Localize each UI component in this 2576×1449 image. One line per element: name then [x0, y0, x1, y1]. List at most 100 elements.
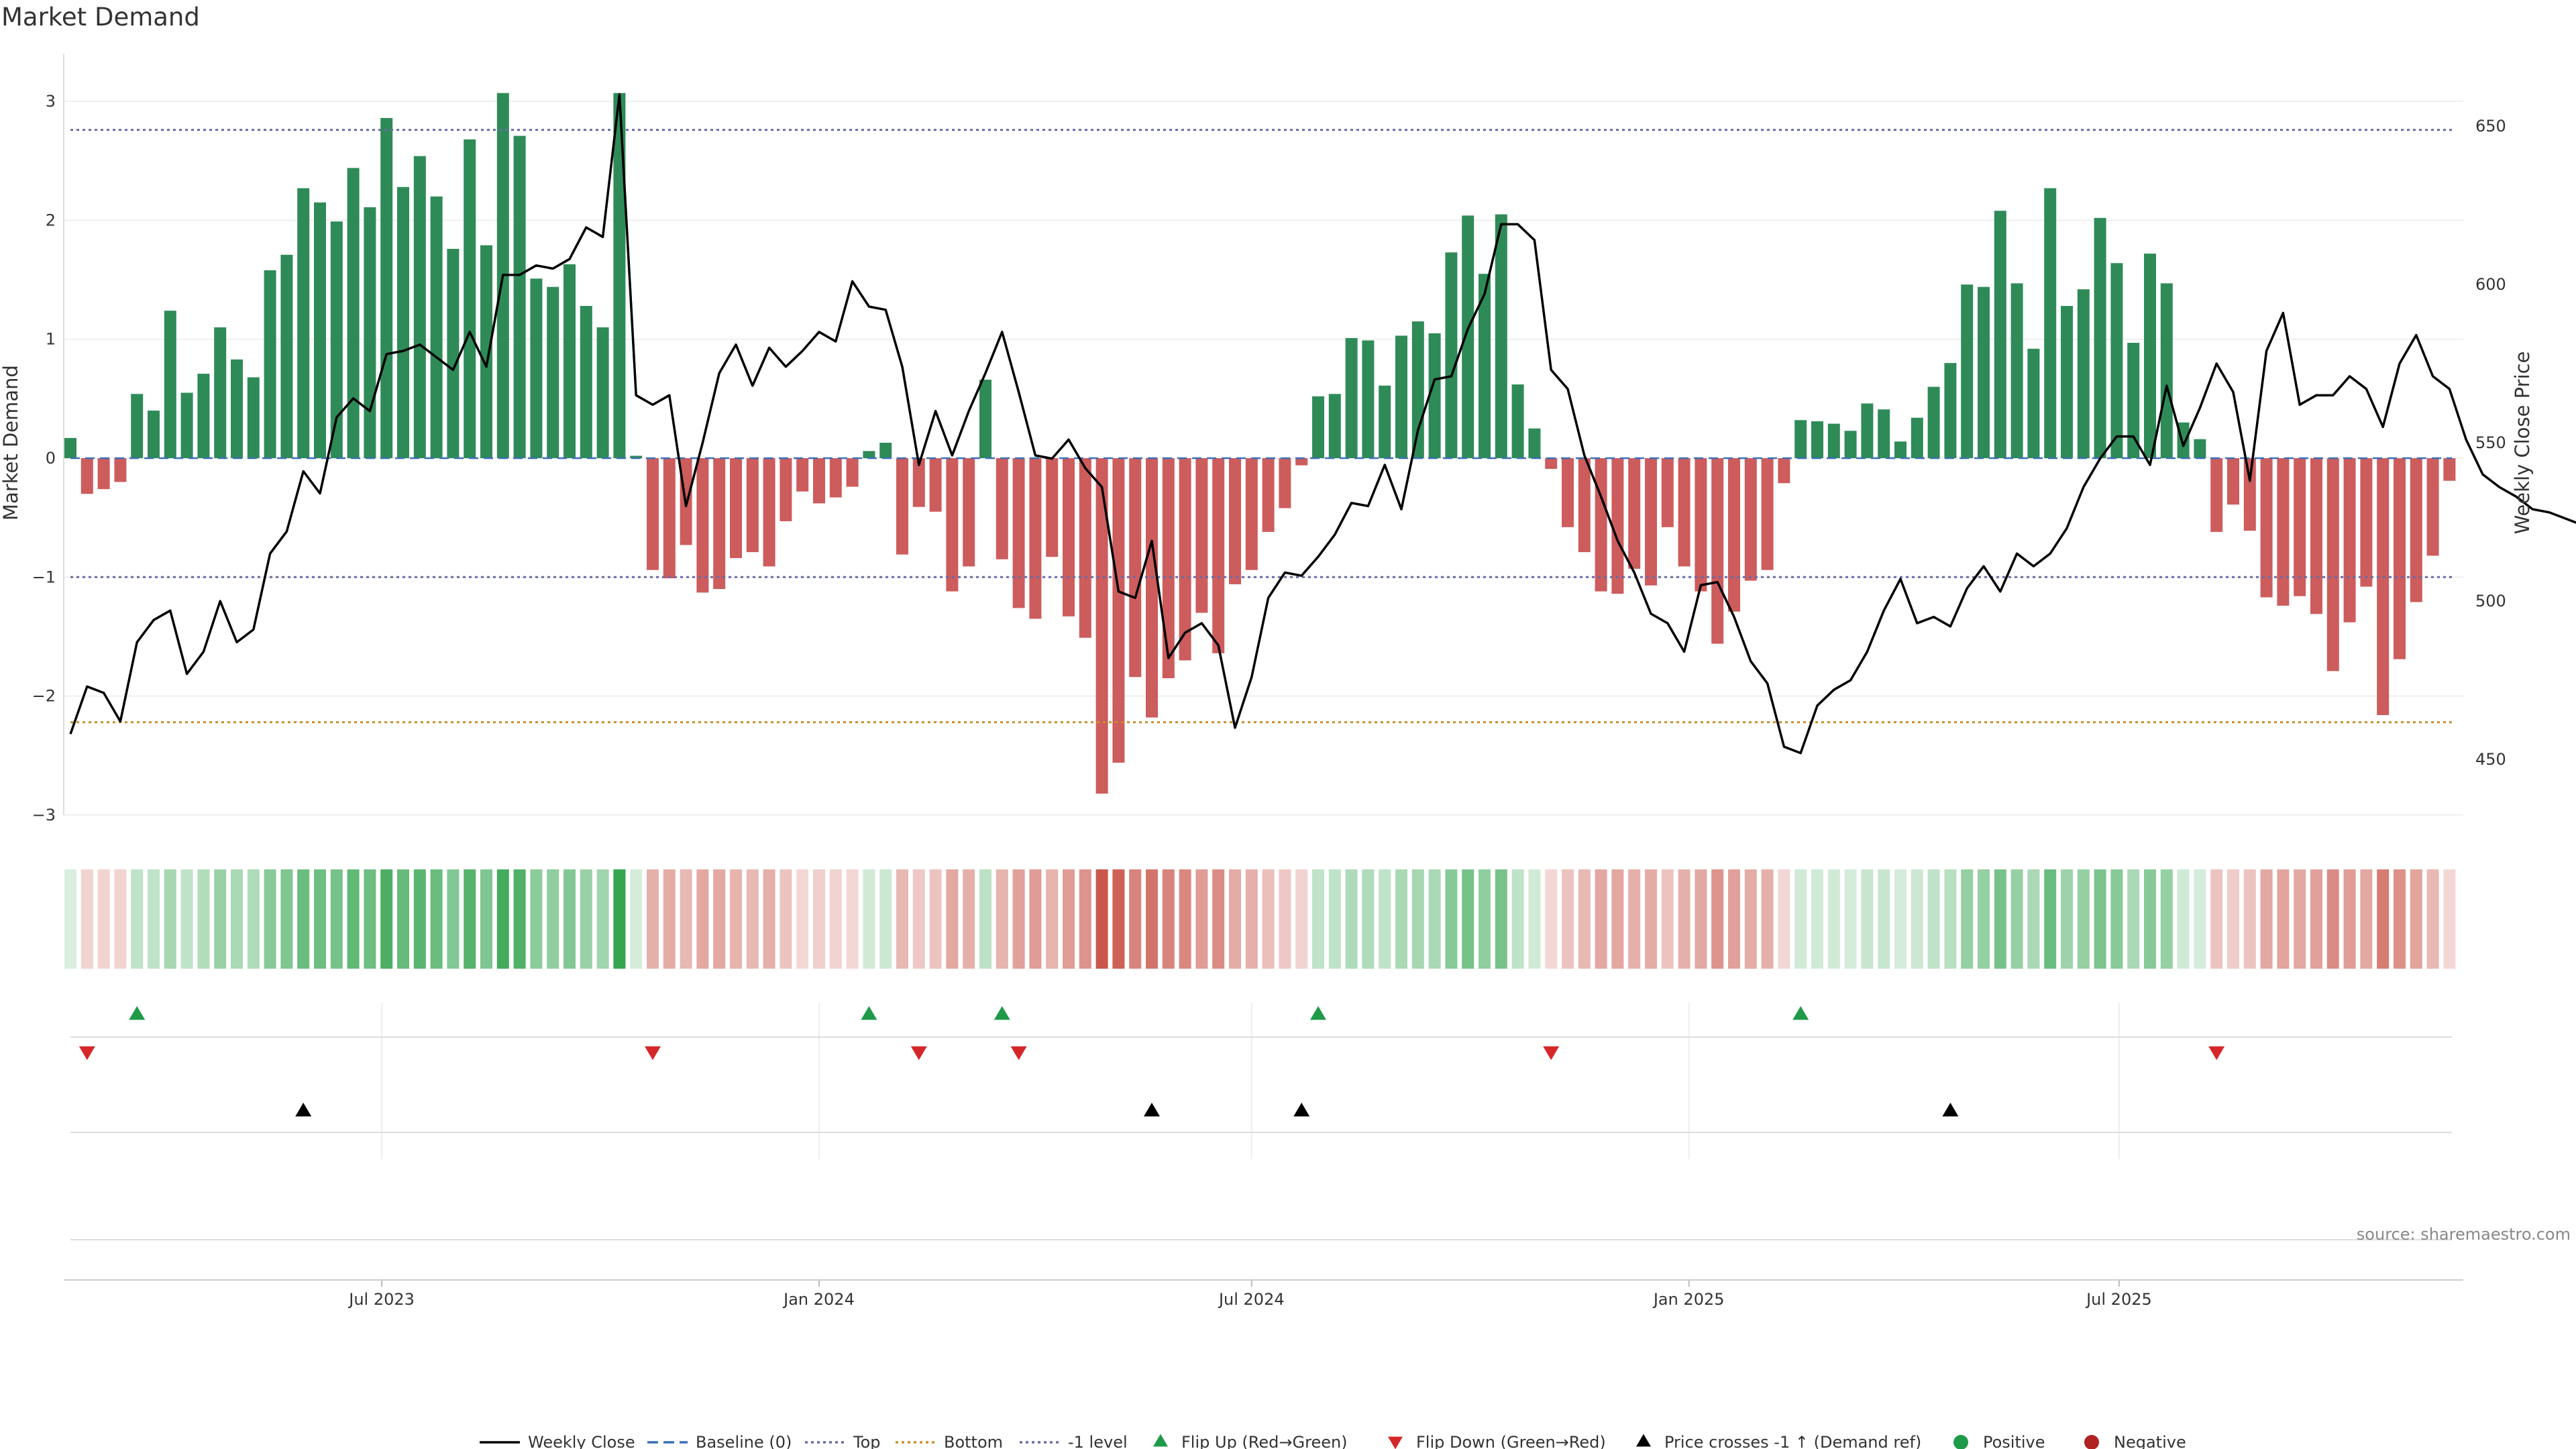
heat-cell	[730, 869, 742, 969]
legend-label: Bottom	[944, 1433, 1003, 1449]
heat-cell	[1894, 869, 1907, 969]
axes: 3 2 1 0 −1 −2 −3 650 600 550 500 450 Jul 2023 Jan 202…	[32, 54, 2506, 1309]
reference-lines	[70, 129, 2452, 724]
demand-bar	[1994, 211, 2006, 458]
heat-cell	[180, 869, 193, 969]
demand-bar	[1462, 215, 1474, 458]
demand-bar	[763, 458, 775, 567]
flip-up-marker	[129, 1006, 146, 1020]
heat-cell	[1046, 869, 1059, 969]
demand-bar	[912, 458, 925, 507]
legend-swatch-dot	[2084, 1435, 2099, 1449]
y2-tick-label: 650	[2475, 117, 2506, 136]
heat-cell	[663, 869, 676, 969]
heat-cell	[2210, 869, 2223, 969]
demand-bar	[1545, 458, 1558, 469]
heat-cell	[879, 869, 892, 969]
heat-cell	[2227, 869, 2239, 969]
heat-cell	[963, 869, 975, 969]
demand-bar	[1012, 458, 1025, 608]
demand-bars	[64, 93, 2456, 794]
demand-bar	[1212, 458, 1225, 653]
x-tick-label: Jul 2025	[2085, 1290, 2152, 1309]
demand-bar	[1445, 252, 1458, 458]
heat-cell	[2443, 869, 2456, 969]
heat-cell	[1695, 869, 1707, 969]
demand-bar	[330, 221, 343, 458]
demand-bar	[2044, 188, 2057, 458]
demand-bar	[1328, 394, 1341, 458]
x-tick-label: Jul 2023	[347, 1290, 415, 1309]
y2-tick-label: 500	[2475, 592, 2506, 610]
demand-bar	[2027, 348, 2040, 458]
demand-bar	[1844, 431, 1857, 458]
heat-cell	[2144, 869, 2156, 969]
flip-up-marker	[994, 1006, 1010, 1020]
flip-down-marker	[78, 1046, 95, 1061]
heat-cell	[1295, 869, 1308, 969]
heat-cell	[2110, 869, 2123, 969]
demand-bar	[1511, 384, 1524, 458]
demand-bar	[564, 264, 576, 458]
demand-bar	[1611, 458, 1624, 594]
flip-up-marker	[1792, 1006, 1809, 1020]
legend-swatch-triangle-down	[1388, 1436, 1403, 1449]
heat-cell	[397, 869, 409, 969]
legend-item: Negative	[2084, 1433, 2186, 1449]
heat-cell	[1844, 869, 1857, 969]
demand-bar	[1063, 458, 1075, 616]
legend-item: Price crosses -1 ↑ (Demand ref)	[1636, 1433, 1921, 1449]
y2-tick-label: 550	[2475, 433, 2506, 452]
heat-cell	[1212, 869, 1225, 969]
demand-bar	[1678, 458, 1690, 567]
demand-bar	[1744, 458, 1757, 581]
heat-cell	[380, 869, 393, 969]
heat-cell	[1994, 869, 2006, 969]
demand-bar	[1711, 458, 1724, 644]
heat-cell	[1628, 869, 1641, 969]
demand-bar	[2010, 283, 2023, 458]
demand-bar	[2410, 458, 2422, 602]
demand-bar	[1295, 458, 1308, 466]
heat-cell	[413, 869, 426, 969]
demand-bar	[2394, 458, 2406, 659]
heat-cell	[447, 869, 460, 969]
demand-bar	[314, 202, 326, 458]
legend-item: Flip Down (Green→Red)	[1388, 1433, 1606, 1449]
demand-bar	[1479, 274, 1491, 458]
heat-cell	[2127, 869, 2140, 969]
heat-cell	[2326, 869, 2339, 969]
heat-cell	[1312, 869, 1324, 969]
heat-cell	[148, 869, 160, 969]
heat-cell	[80, 869, 93, 969]
heat-cell	[713, 869, 726, 969]
demand-bar	[297, 188, 310, 458]
demand-bar	[1645, 458, 1657, 586]
demand-bar	[247, 377, 260, 458]
demand-bar	[547, 286, 559, 458]
demand-bar	[1162, 458, 1175, 679]
x-tick-label: Jan 2024	[782, 1290, 855, 1309]
heat-cell	[1944, 869, 1957, 969]
demand-bar	[846, 458, 859, 487]
demand-bar	[1262, 458, 1275, 532]
demand-bar	[464, 139, 476, 458]
heat-cell	[2294, 869, 2306, 969]
demand-bar	[2377, 458, 2390, 715]
legend-label: -1 level	[1068, 1433, 1128, 1449]
legend-label: Price crosses -1 ↑ (Demand ref)	[1664, 1433, 1921, 1449]
demand-bar	[2061, 306, 2073, 458]
demand-bar	[1728, 458, 1740, 612]
x-tick-label: Jan 2025	[1652, 1290, 1725, 1309]
heat-cell	[2177, 869, 2190, 969]
heat-cell	[1428, 869, 1441, 969]
demand-bar	[1578, 458, 1591, 553]
y2-axis-title: Weekly Close Price	[2511, 352, 2534, 535]
demand-bar	[2426, 458, 2439, 556]
demand-bar	[896, 458, 908, 555]
demand-bar	[879, 442, 892, 458]
demand-bar	[513, 136, 526, 458]
demand-bar	[1961, 284, 1974, 458]
demand-bar	[2094, 217, 2106, 458]
demand-bar	[280, 254, 293, 458]
